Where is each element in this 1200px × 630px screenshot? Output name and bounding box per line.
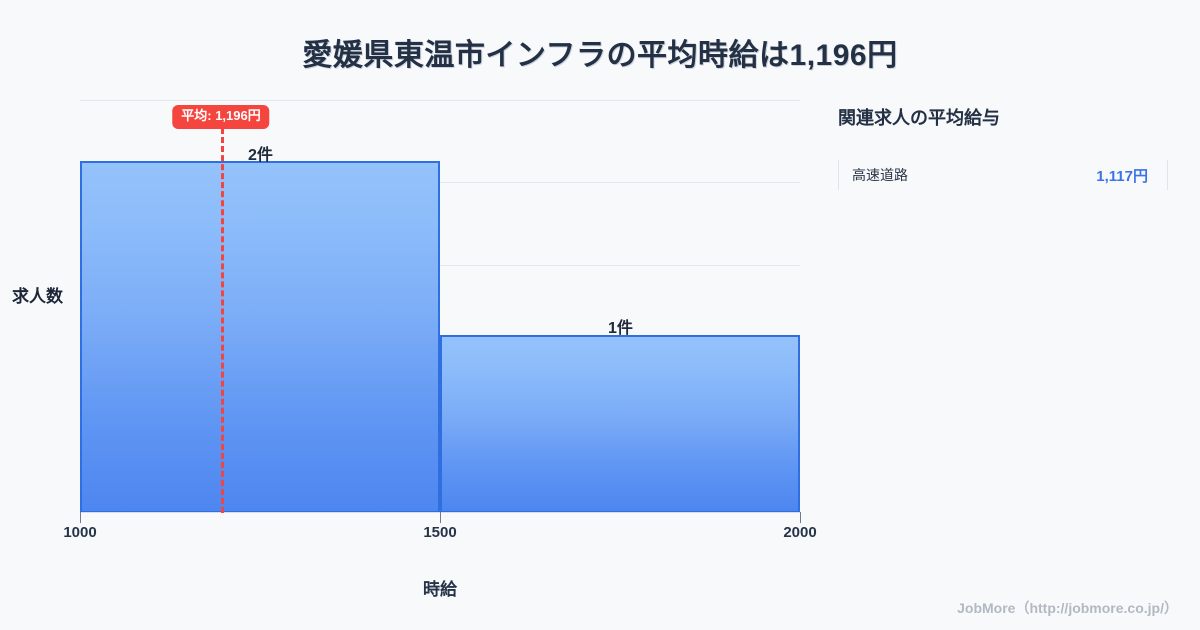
x-axis-tick-label: 1500	[423, 524, 457, 541]
page-title: 愛媛県東温市インフラの平均時給は1,196円	[302, 39, 898, 72]
row-divider-left	[838, 160, 839, 190]
row-divider-right	[1167, 160, 1168, 190]
x-axis-title: 時給	[423, 580, 457, 599]
average-badge: 平均: 1,196円	[172, 105, 270, 129]
list-item[interactable]: 高速道路 1,117円	[838, 158, 1168, 192]
related-salary-value: 1,117円	[1096, 167, 1148, 185]
x-axis-tick-label: 1000	[63, 524, 97, 541]
x-axis-tick	[440, 512, 441, 523]
related-salary-panel: 関連求人の平均給与 高速道路 1,117円	[838, 100, 1168, 192]
bar-value-label: 2件	[248, 147, 273, 164]
related-salary-title: 関連求人の平均給与	[838, 108, 1000, 128]
gridline	[80, 265, 800, 266]
average-line	[221, 128, 224, 513]
gridline	[80, 100, 800, 101]
site-credit: JobMore（http://jobmore.co.jp/）	[957, 600, 1178, 616]
histogram-bar[interactable]	[80, 161, 440, 513]
bar-value-label: 1件	[608, 320, 633, 337]
x-axis-tick	[800, 512, 801, 523]
histogram-bar[interactable]	[440, 335, 800, 513]
related-salary-list: 高速道路 1,117円	[838, 158, 1168, 192]
y-axis-title: 求人数	[12, 287, 63, 306]
gridline	[80, 182, 800, 183]
x-axis-tick	[80, 512, 81, 523]
related-salary-name: 高速道路	[852, 167, 908, 183]
x-axis-tick-label: 2000	[783, 524, 817, 541]
